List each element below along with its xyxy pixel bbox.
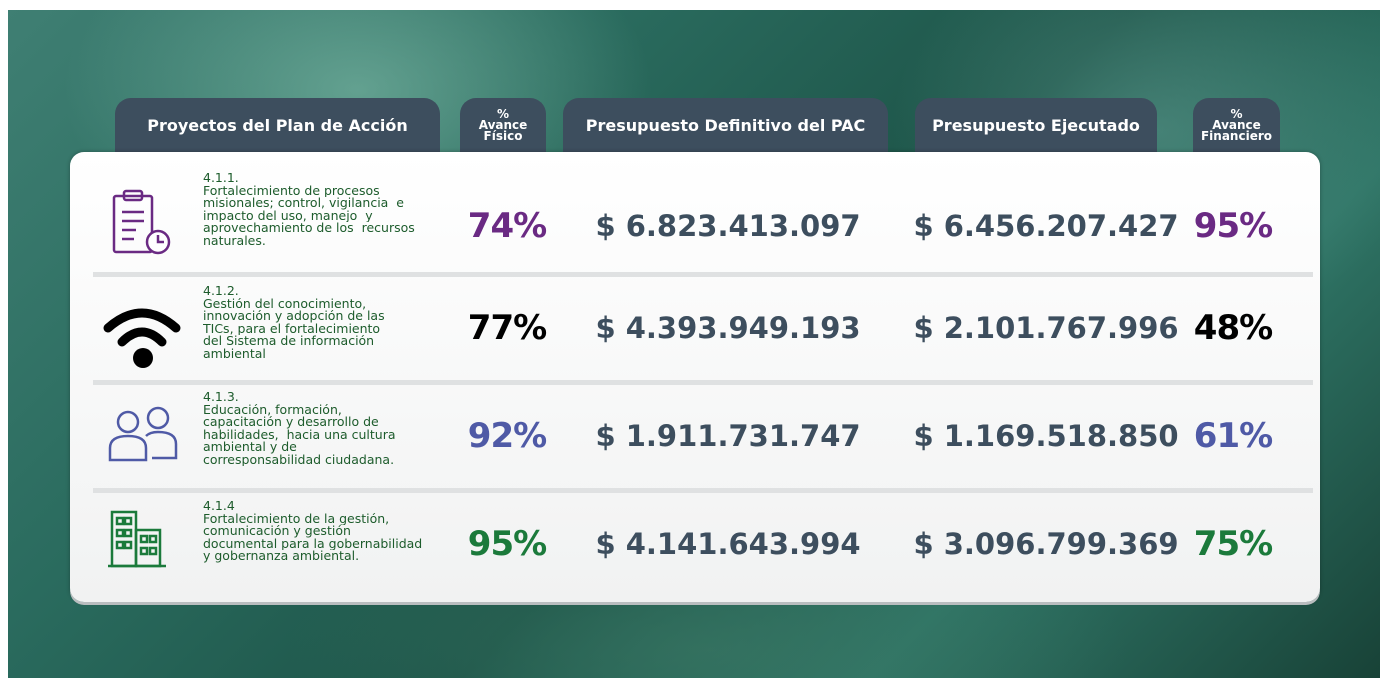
- avance-financiero: 61%: [1193, 416, 1273, 456]
- project-code: 4.1.3.: [203, 389, 239, 404]
- row-separator: [93, 380, 1313, 385]
- project-description: Educación, formación,: [203, 403, 342, 416]
- people-icon: [108, 406, 178, 462]
- building-icon: [108, 510, 166, 568]
- avance-fisico: 92%: [467, 416, 547, 456]
- header-tab: Presupuesto Ejecutado: [915, 98, 1157, 152]
- project-description: impacto del uso, manejo y: [203, 209, 373, 222]
- header-tab: Proyectos del Plan de Acción: [115, 98, 440, 152]
- project-description: innovación y adopción de las: [203, 310, 385, 323]
- avance-fisico: 74%: [467, 206, 547, 246]
- project-description: capacitación y desarrollo de: [203, 416, 379, 429]
- header-tab: % Avance Físico: [460, 98, 546, 152]
- project-description: documental para la gobernabilidad: [203, 537, 423, 550]
- presupuesto-ejecutado: $ 1.169.518.850: [913, 419, 1179, 453]
- project-description: Fortalecimiento de procesos: [203, 184, 380, 197]
- project-code: 4.1.1.: [203, 170, 239, 185]
- presupuesto-ejecutado: $ 3.096.799.369: [913, 527, 1179, 561]
- project-description: y gobernanza ambiental.: [203, 550, 360, 563]
- header-tab: Presupuesto Definitivo del PAC: [563, 98, 888, 152]
- presupuesto-definitivo: $ 4.393.949.193: [595, 311, 861, 345]
- wifi-icon: [103, 308, 181, 368]
- project-description: TICs, para el fortalecimiento: [203, 322, 381, 335]
- presupuesto-ejecutado: $ 6.456.207.427: [913, 209, 1179, 243]
- project-description: ambiental: [203, 347, 266, 360]
- row-separator: [93, 488, 1313, 493]
- clipboard-icon: [112, 189, 171, 255]
- header-line: Avance: [1212, 117, 1261, 132]
- project-description: corresponsabilidad ciudadana.: [203, 453, 395, 466]
- avance-fisico: 77%: [467, 308, 547, 348]
- avance-financiero: 48%: [1193, 308, 1273, 348]
- avance-fisico: 95%: [467, 524, 547, 564]
- header-line: Físico: [483, 128, 523, 143]
- header-line: %: [1230, 106, 1243, 121]
- header-line: %: [496, 106, 510, 121]
- project-code: 4.1.2.: [203, 283, 239, 298]
- presupuesto-definitivo: $ 4.141.643.994: [595, 527, 861, 561]
- project-code: 4.1.4: [203, 498, 235, 513]
- avance-financiero: 95%: [1193, 206, 1273, 246]
- header-line: Avance: [478, 117, 528, 132]
- presupuesto-definitivo: $ 1.911.731.747: [595, 419, 861, 453]
- project-description: del Sistema de información: [203, 335, 375, 348]
- project-description: Fortalecimiento de la gestión,: [203, 512, 390, 525]
- project-description: misionales; control, vigilancia e: [203, 197, 404, 210]
- presupuesto-definitivo: $ 6.823.413.097: [595, 209, 861, 243]
- header-tab: % Avance Financiero: [1193, 98, 1280, 152]
- avance-financiero: 75%: [1193, 524, 1273, 564]
- project-description: aprovechamiento de los recursos: [203, 222, 415, 235]
- project-description: Gestión del conocimiento,: [203, 297, 367, 310]
- project-description: comunicación y gestión: [203, 525, 351, 538]
- row-separator: [93, 272, 1313, 277]
- header-line: Financiero: [1200, 128, 1273, 143]
- project-description: ambiental y de: [203, 441, 297, 454]
- project-description: naturales.: [203, 234, 266, 247]
- table-panel: [70, 152, 1320, 602]
- presupuesto-ejecutado: $ 2.101.767.996: [913, 311, 1179, 345]
- project-description: habilidades, hacia una cultura: [203, 428, 396, 441]
